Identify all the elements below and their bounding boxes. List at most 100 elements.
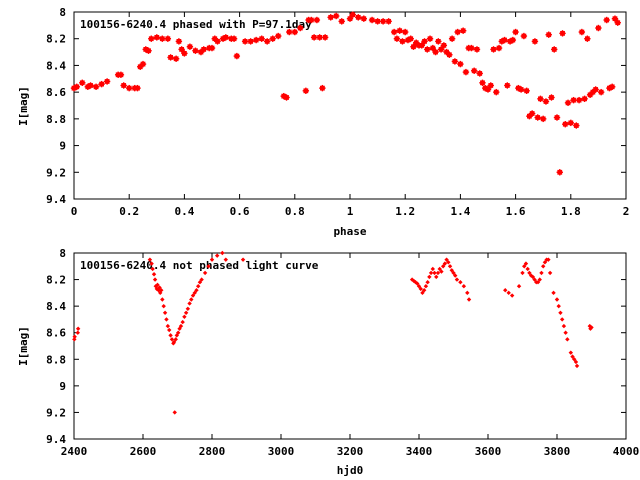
data-point <box>286 28 293 36</box>
data-point <box>241 38 249 45</box>
axis-ticks-bottom: 2400 2600 2800 3000 3200 3400 3600 3800 4000 8 8.2… <box>46 247 639 458</box>
data-point <box>447 264 453 269</box>
data-point <box>173 337 178 342</box>
x-tick-label: 2400 <box>61 445 88 458</box>
data-point <box>308 16 315 24</box>
data-point <box>346 15 354 22</box>
data-point <box>75 326 81 331</box>
y-tick-label: 9.4 <box>46 193 66 206</box>
data-point <box>435 270 441 276</box>
data-point <box>430 266 435 272</box>
data-point <box>252 36 260 44</box>
data-point <box>385 18 392 25</box>
data-point <box>240 257 246 262</box>
data-point <box>540 115 547 123</box>
data-point <box>338 18 345 25</box>
data-point <box>532 277 537 282</box>
data-point <box>194 288 199 293</box>
data-point <box>609 83 616 90</box>
data-point <box>592 86 599 93</box>
x-tick-label: 2 <box>623 205 630 218</box>
data-point <box>461 284 467 289</box>
data-point <box>462 68 470 76</box>
data-point <box>151 272 157 277</box>
data-point <box>479 79 486 86</box>
data-point <box>442 261 448 266</box>
data-point <box>126 84 133 92</box>
data-point <box>501 36 508 44</box>
data-point <box>471 67 478 74</box>
x-tick-label: 1.8 <box>561 205 581 218</box>
x-tick-label: 3800 <box>544 445 571 458</box>
data-point <box>421 288 427 293</box>
data-point <box>545 31 552 38</box>
data-point <box>542 98 550 105</box>
data-point <box>473 46 481 53</box>
data-point <box>172 410 177 415</box>
data-point <box>603 16 610 24</box>
data-point <box>180 319 185 325</box>
x-tick-label: 0.4 <box>174 205 194 218</box>
data-point <box>155 282 160 288</box>
data-point <box>558 310 563 315</box>
data-point <box>72 334 77 339</box>
data-point <box>103 78 111 85</box>
data-point <box>159 35 166 42</box>
data-point <box>520 270 525 276</box>
data-point <box>302 87 310 95</box>
data-point <box>537 277 542 282</box>
y-tick-label: 8.8 <box>46 113 66 126</box>
data-point <box>559 317 565 322</box>
data-point <box>327 14 334 21</box>
data-point <box>181 50 188 57</box>
data-point <box>214 38 221 45</box>
data-point <box>73 83 80 90</box>
data-point <box>196 284 201 289</box>
data-point <box>454 277 460 282</box>
data-point <box>202 270 208 276</box>
data-point <box>551 46 558 53</box>
data-point <box>220 250 225 256</box>
data-point <box>561 323 567 329</box>
data-point <box>575 96 583 104</box>
data-point <box>349 11 356 18</box>
data-point <box>573 359 579 365</box>
data-point <box>275 32 282 40</box>
data-point <box>465 290 470 296</box>
data-points-top <box>70 11 621 176</box>
data-point <box>428 270 434 276</box>
data-point <box>321 34 329 41</box>
data-point <box>564 99 572 107</box>
data-point <box>553 114 561 121</box>
data-point <box>172 55 180 62</box>
data-point <box>446 51 453 58</box>
data-point <box>214 253 220 258</box>
data-point <box>425 280 430 285</box>
y-tick-label: 8.4 <box>46 59 66 72</box>
data-point <box>185 306 191 311</box>
x-tick-label: 0.6 <box>230 205 250 218</box>
data-point <box>182 314 187 319</box>
data-point <box>148 35 155 42</box>
data-point <box>435 38 442 45</box>
data-point <box>581 95 588 103</box>
unphased-light-curve-panel: 100156-6240.4 not phased light curve hjd… <box>17 247 639 477</box>
data-point <box>517 86 525 93</box>
data-point <box>418 286 423 292</box>
data-point <box>440 42 448 49</box>
data-point <box>297 24 304 32</box>
data-point <box>209 257 215 262</box>
data-point <box>484 86 492 93</box>
x-tick-label: 0.8 <box>285 205 305 218</box>
x-tick-label: 2600 <box>130 445 157 458</box>
x-tick-label: 3400 <box>406 445 433 458</box>
data-point <box>437 46 445 53</box>
data-point <box>458 280 463 285</box>
data-point <box>72 337 77 342</box>
data-point <box>206 264 211 269</box>
data-point <box>87 82 94 89</box>
data-point <box>379 18 387 25</box>
data-point <box>175 330 181 335</box>
data-point <box>167 327 172 333</box>
